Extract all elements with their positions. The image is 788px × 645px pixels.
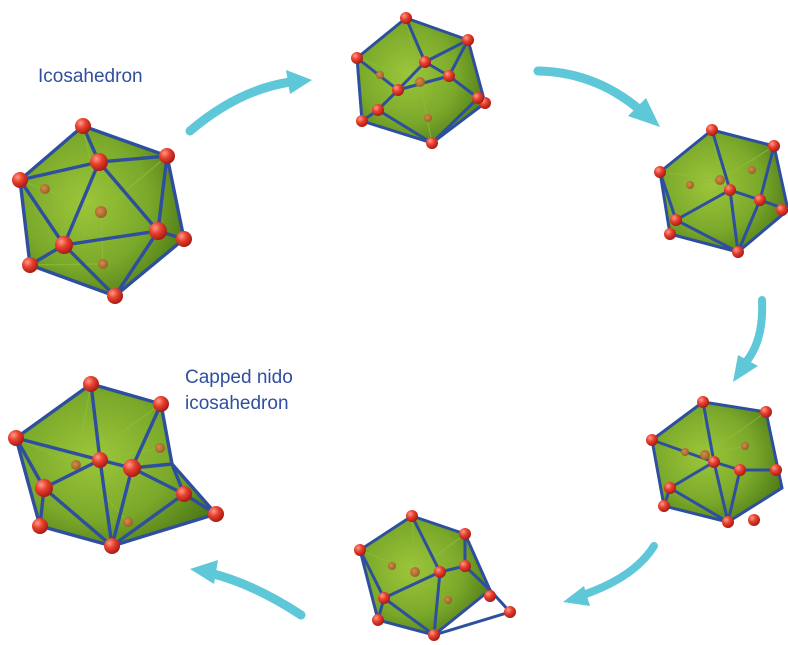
arrow-3 xyxy=(733,296,767,382)
cluster-capped-nido-icosahedron xyxy=(8,376,224,554)
cluster-atoms xyxy=(646,396,782,528)
cluster-hull xyxy=(660,130,788,252)
cluster-atoms xyxy=(8,376,224,554)
inner-atoms xyxy=(681,442,749,460)
inner-atoms xyxy=(71,443,165,527)
inner-atoms xyxy=(388,562,452,604)
cluster-intermediate-2 xyxy=(654,124,788,258)
cluster-edges xyxy=(358,514,512,637)
label-capped-nido-line1: Capped nido xyxy=(185,367,293,388)
arrow-4 xyxy=(563,542,658,606)
cluster-edges xyxy=(355,16,487,145)
arrow-1 xyxy=(185,70,312,136)
hidden-edges xyxy=(359,515,466,601)
cluster-intermediate-1 xyxy=(351,12,491,149)
cluster-atoms xyxy=(12,118,192,304)
cluster-intermediate-3 xyxy=(646,396,784,528)
inner-atoms xyxy=(376,71,432,122)
cluster-icosahedron xyxy=(12,118,192,304)
inner-atoms xyxy=(686,166,756,189)
cluster-edges xyxy=(14,382,218,548)
label-capped-nido-line2: icosahedron xyxy=(185,393,289,414)
inner-atoms xyxy=(40,184,108,269)
label-icosahedron: Icosahedron xyxy=(38,66,143,87)
cluster-intermediate-4 xyxy=(354,510,516,641)
transition-arrows xyxy=(185,66,767,620)
cluster-atoms xyxy=(654,124,788,258)
arrow-5 xyxy=(190,560,306,620)
arrow-2 xyxy=(533,66,660,127)
cluster-atoms xyxy=(354,510,516,641)
cluster-atoms xyxy=(351,12,491,149)
